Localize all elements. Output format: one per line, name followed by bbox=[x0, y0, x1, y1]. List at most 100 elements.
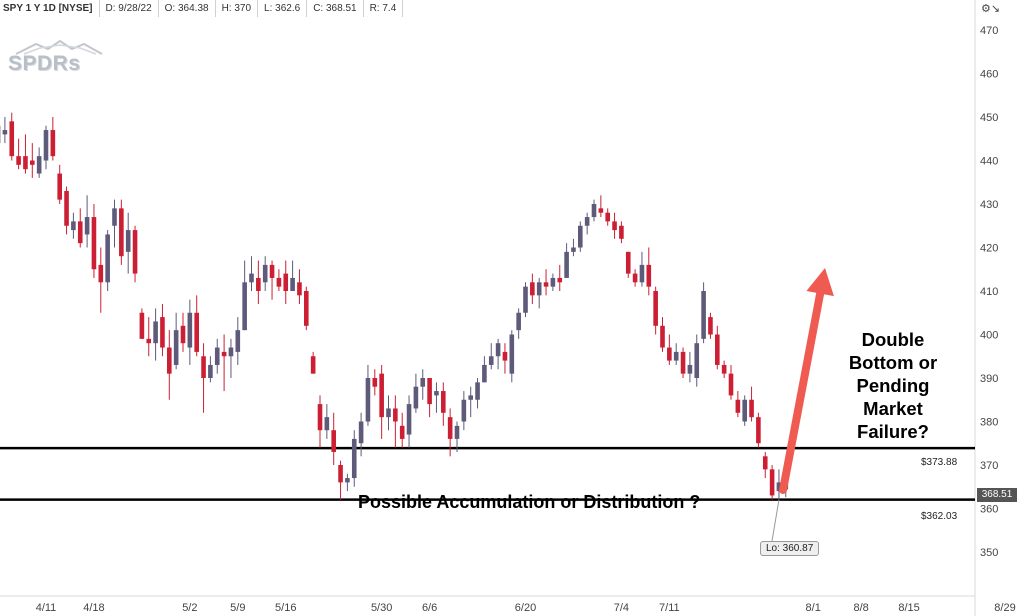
candle-body bbox=[721, 364, 727, 374]
candle-body bbox=[64, 190, 69, 226]
candle-body bbox=[708, 317, 713, 335]
current-price-tag: 368.51 bbox=[977, 488, 1017, 502]
candle-body bbox=[687, 364, 693, 374]
y-tick-label: 410 bbox=[980, 286, 998, 298]
candle-body bbox=[420, 378, 426, 387]
chart-settings-icon[interactable]: ⚙↘ bbox=[981, 3, 1001, 15]
accumulation-annotation: Possible Accumulation or Distribution ? bbox=[358, 492, 701, 512]
candle-body bbox=[201, 356, 206, 378]
candle-body bbox=[153, 321, 158, 344]
candle-body bbox=[139, 312, 145, 339]
candle-body bbox=[406, 404, 412, 435]
candle-body bbox=[536, 282, 542, 296]
candle-body bbox=[57, 173, 62, 200]
candle-body bbox=[249, 273, 254, 283]
candle-body bbox=[564, 251, 569, 278]
x-tick-label: 5/30 bbox=[371, 602, 392, 614]
candle-body bbox=[441, 391, 446, 413]
candle-body bbox=[324, 417, 330, 431]
candle-body bbox=[146, 338, 152, 344]
spdrs-logo: SPDRs bbox=[8, 40, 103, 75]
x-tick-label: 8/29 bbox=[994, 602, 1015, 614]
high-value: H: 370 bbox=[216, 0, 259, 17]
candle-body bbox=[208, 364, 213, 378]
y-tick-label: 370 bbox=[980, 460, 998, 472]
logo-text: SPDRs bbox=[8, 52, 81, 75]
candle-body bbox=[9, 121, 15, 157]
candle-body bbox=[276, 277, 282, 287]
candle-body bbox=[776, 482, 782, 492]
candle-body bbox=[516, 312, 521, 331]
date-value: D: 9/28/22 bbox=[100, 0, 159, 17]
candle-body bbox=[680, 351, 686, 374]
resistance-level-label: $373.88 bbox=[921, 457, 958, 468]
candle-body bbox=[461, 399, 467, 422]
candle-body bbox=[667, 347, 672, 361]
candle-body bbox=[605, 212, 610, 222]
low-marker-tag: Lo: 360.87 bbox=[760, 541, 820, 556]
candle-body bbox=[173, 330, 179, 365]
y-tick-label: 440 bbox=[980, 156, 998, 168]
candle-body bbox=[91, 217, 97, 270]
symbol-label[interactable]: SPY 1 Y 1D [NYSE] bbox=[0, 0, 100, 17]
candle-body bbox=[338, 465, 343, 483]
candle-body bbox=[543, 282, 549, 287]
annotation-line: Double bbox=[861, 329, 925, 350]
candle-body bbox=[105, 234, 110, 283]
candle-body bbox=[434, 391, 439, 396]
logo-emblem-icon bbox=[15, 40, 103, 55]
candle-body bbox=[735, 399, 741, 413]
low-marker-connector bbox=[771, 499, 780, 542]
candle-body bbox=[488, 356, 494, 365]
y-tick-label: 360 bbox=[980, 504, 998, 516]
double-bottom-annotation: Double Bottom or Pending Market Failure? bbox=[828, 328, 958, 443]
annotation-line: Failure? bbox=[857, 421, 929, 442]
candle-body bbox=[112, 208, 117, 226]
candle-body bbox=[454, 425, 460, 439]
candle-body bbox=[523, 286, 528, 313]
candle-body bbox=[30, 160, 35, 165]
close-value: C: 368.51 bbox=[307, 0, 364, 17]
x-tick-label: 4/18 bbox=[83, 602, 104, 614]
y-tick-label: 390 bbox=[980, 373, 998, 385]
x-tick-label: 7/4 bbox=[614, 602, 629, 614]
candle-body bbox=[475, 382, 480, 400]
x-tick-label: 6/6 bbox=[422, 602, 437, 614]
arrow-head bbox=[806, 268, 834, 297]
candle-body bbox=[242, 282, 247, 331]
y-tick-label: 450 bbox=[980, 112, 998, 124]
candle-body bbox=[598, 208, 604, 213]
candle-body bbox=[84, 217, 90, 235]
candle-body bbox=[119, 208, 124, 257]
candle-body bbox=[379, 373, 384, 418]
y-tick-label: 420 bbox=[980, 243, 998, 255]
candle-body bbox=[290, 277, 295, 291]
x-tick-label: 5/16 bbox=[275, 602, 296, 614]
candle-body bbox=[358, 421, 364, 444]
candle-body bbox=[673, 351, 679, 361]
candle-body bbox=[297, 282, 302, 296]
candle-body bbox=[646, 264, 652, 287]
candle-body bbox=[578, 225, 583, 248]
candle-body bbox=[639, 264, 645, 283]
annotation-line: Pending bbox=[856, 375, 930, 396]
candle-body bbox=[269, 264, 275, 278]
candle-body bbox=[660, 325, 665, 348]
ohlc-info-bar: SPY 1 Y 1D [NYSE] D: 9/28/22 O: 364.38 H… bbox=[0, 0, 404, 17]
candle-body bbox=[447, 417, 453, 439]
candle-body bbox=[495, 343, 501, 357]
arrow-shaft bbox=[779, 289, 825, 494]
candle-body bbox=[413, 386, 419, 409]
x-tick-label: 8/8 bbox=[854, 602, 869, 614]
y-tick-label: 380 bbox=[980, 417, 998, 429]
candle-body bbox=[728, 373, 734, 396]
candle-body bbox=[71, 221, 76, 231]
candle-body bbox=[43, 130, 49, 161]
candle-body bbox=[653, 291, 658, 326]
candle-body bbox=[482, 364, 487, 383]
x-tick-label: 6/20 bbox=[515, 602, 536, 614]
candle-body bbox=[365, 378, 371, 422]
annotation-line: Bottom or bbox=[848, 352, 938, 373]
